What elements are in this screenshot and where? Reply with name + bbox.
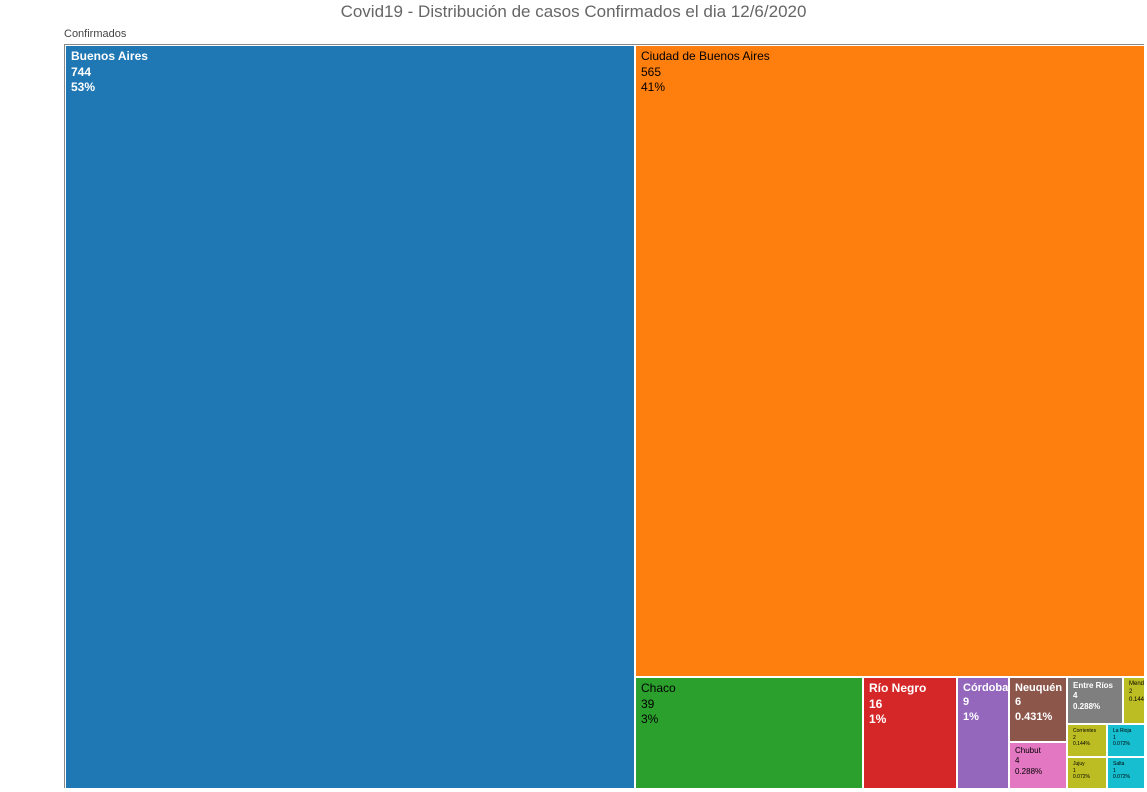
tile-label: Buenos Aires 744 53% [66,46,634,99]
tile-label: La Rioja 1 0.072% [1108,725,1144,751]
treemap-tile[interactable]: Entre Ríos 4 0.288% [1067,677,1123,724]
treemap-tile[interactable]: Neuquén 6 0.431% [1009,677,1067,742]
chart-container: Covid19 - Distribución de casos Confirma… [0,0,1147,792]
treemap-tile[interactable]: Córdoba 9 1% [957,677,1009,789]
tile-label: Jujuy 1 0.072% [1068,758,1106,784]
chart-subtitle: Confirmados [10,26,1137,44]
treemap-tile[interactable]: Jujuy 1 0.072% [1067,757,1107,789]
tile-label: Corrientes 2 0.144% [1068,725,1106,751]
tile-label: Neuquén 6 0.431% [1010,678,1066,727]
tile-label: Córdoba 9 1% [958,678,1008,727]
chart-title: Covid19 - Distribución de casos Confirma… [10,0,1137,26]
tile-label: Mendoza 2 0.144% [1124,678,1144,707]
treemap-tile[interactable]: Chubut 4 0.288% [1009,742,1067,789]
tile-label: Entre Ríos 4 0.288% [1068,678,1122,715]
tile-label: Chaco 39 3% [636,678,862,731]
treemap-tile[interactable]: Río Negro 16 1% [863,677,957,789]
treemap-tile[interactable]: Ciudad de Buenos Aires 565 41% [635,45,1145,677]
tile-label: Ciudad de Buenos Aires 565 41% [636,46,1144,99]
treemap-tile[interactable]: Corrientes 2 0.144% [1067,724,1107,757]
treemap-tile[interactable]: Mendoza 2 0.144% [1123,677,1145,724]
treemap-tile[interactable]: La Rioja 1 0.072% [1107,724,1145,757]
tile-label: Río Negro 16 1% [864,678,956,731]
tile-label: Chubut 4 0.288% [1010,743,1066,780]
treemap-area: Buenos Aires 744 53%Ciudad de Buenos Air… [64,44,1144,788]
treemap-tile[interactable]: Salta 1 0.072% [1107,757,1145,789]
treemap-tile[interactable]: Chaco 39 3% [635,677,863,789]
tile-label: Salta 1 0.072% [1108,758,1144,784]
treemap-tile[interactable]: Buenos Aires 744 53% [65,45,635,789]
